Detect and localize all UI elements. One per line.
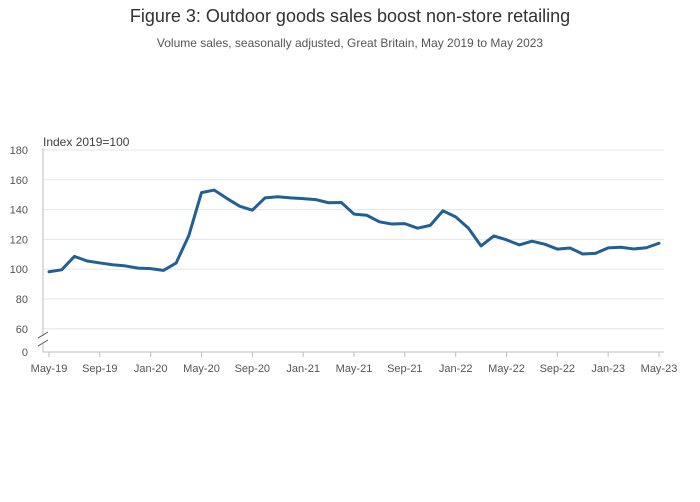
- y-axis-label: Index 2019=100: [43, 135, 130, 149]
- x-tick-label: May-23: [641, 363, 678, 375]
- x-tick-label: Sep-20: [235, 363, 270, 375]
- x-tick-label: Sep-19: [82, 363, 117, 375]
- x-tick-labels: May-19 Sep-19 Jan-20 May-20 Sep-20 Jan-21 May-…: [31, 352, 678, 375]
- x-tick-label: Jan-20: [134, 363, 168, 375]
- y-tick-label: 0: [22, 347, 28, 359]
- x-tick-label: May-21: [336, 363, 373, 375]
- gridlines: [43, 149, 664, 330]
- x-tick-label: Sep-21: [387, 363, 422, 375]
- y-tick-label: 140: [10, 205, 28, 217]
- x-tick-label: May-20: [183, 363, 220, 375]
- y-tick-labels: 0 60 80 100 120 140 160 180: [10, 145, 28, 359]
- axis-break-mark: [37, 331, 49, 339]
- y-tick-label: 160: [10, 175, 28, 187]
- y-tick-label: 180: [10, 145, 28, 157]
- axis-break-mark: [37, 339, 49, 347]
- x-tick-label: May-19: [31, 363, 68, 375]
- axes: [37, 148, 664, 353]
- x-tick-label: Sep-22: [540, 363, 575, 375]
- x-tick-label: Jan-23: [591, 363, 625, 375]
- series-line: [47, 188, 661, 274]
- y-tick-label: 60: [16, 324, 28, 336]
- y-tick-label: 80: [16, 294, 28, 306]
- chart-title: Figure 3: Outdoor goods sales boost non-…: [129, 6, 571, 26]
- y-tick-label: 120: [10, 234, 28, 246]
- y-tick-label: 100: [10, 264, 28, 276]
- x-tick-label: Jan-21: [286, 363, 320, 375]
- series-layer: [47, 188, 661, 274]
- chart-subtitle: Volume sales, seasonally adjusted, Great…: [156, 36, 544, 50]
- x-tick-label: Jan-22: [439, 363, 473, 375]
- x-tick-label: May-22: [488, 363, 525, 375]
